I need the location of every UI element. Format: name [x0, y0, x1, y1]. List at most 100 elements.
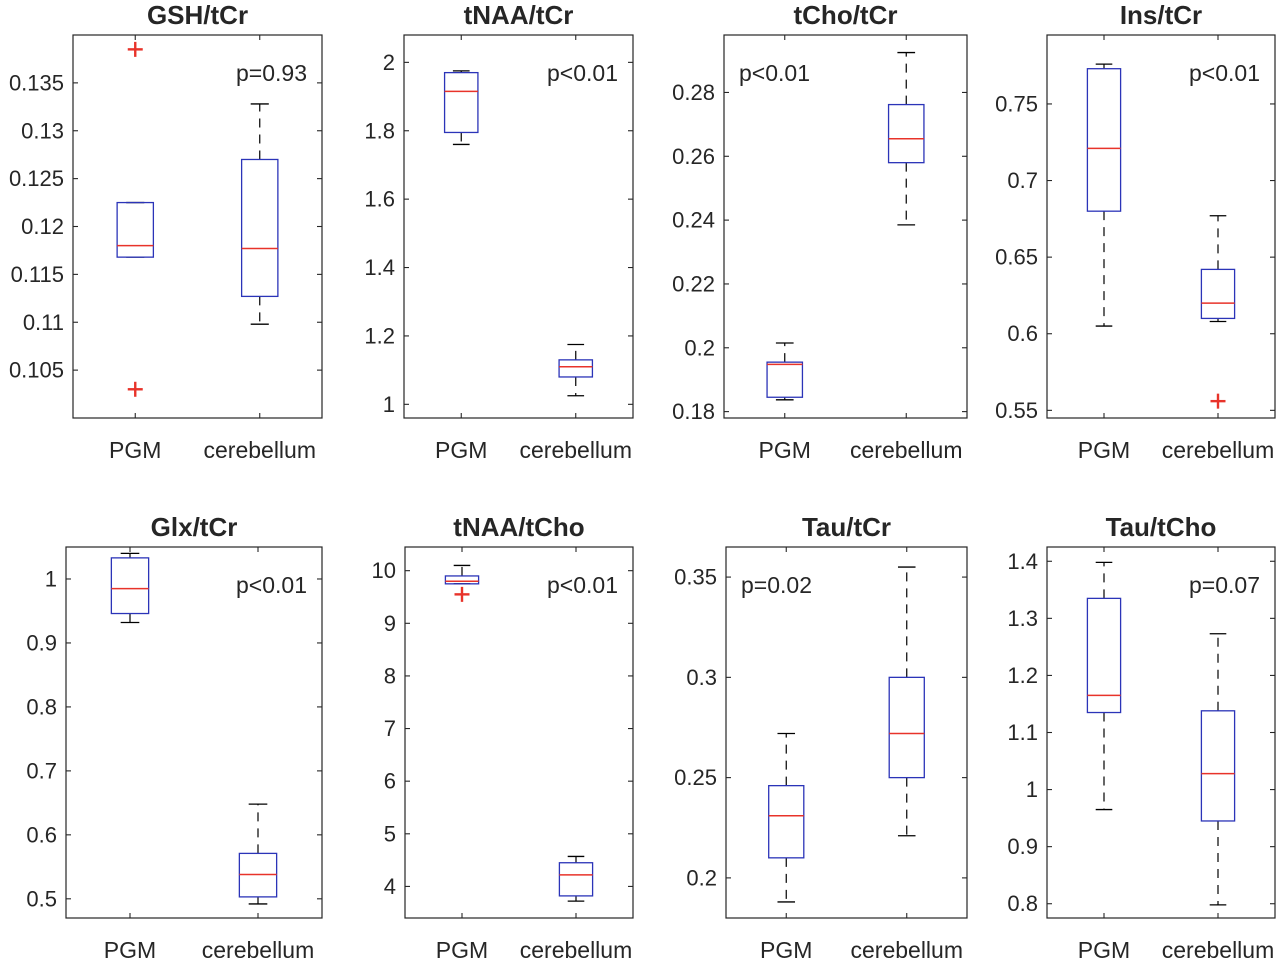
panel-1: GSH/tCr 0.105 0.11 0.115 0.12 0.125 0.13 0.135 P… [9, 0, 323, 463]
box-cerebellum [238, 803, 278, 905]
y-tick-label: 0.25 [674, 765, 717, 790]
outlier-marker [454, 586, 470, 602]
y-tick-label: 4 [384, 874, 396, 899]
panel-title: Ins/tCr [1120, 0, 1202, 30]
x-category-label: cerebellum [204, 437, 317, 463]
y-tick-label: 0.18 [672, 399, 715, 424]
x-category-label: PGM [760, 937, 812, 960]
y-tick-label: 1 [383, 392, 395, 417]
axes-frame [72, 34, 323, 419]
axes-frame [723, 34, 968, 419]
y-tick-label: 0.6 [1007, 321, 1038, 346]
p-value-annotation: p<0.01 [547, 572, 618, 598]
y-tick-label: 0.28 [672, 80, 715, 105]
box-cerebellum [240, 103, 279, 325]
box-PGM [110, 552, 150, 624]
outlier-marker [127, 381, 143, 397]
panel-4: Ins/tCr 0.55 0.6 0.65 0.7 0.75 PGM cerebellum p<… [995, 0, 1276, 463]
x-category-label: cerebellum [1162, 437, 1275, 463]
panel-8: Tau/tCho 0.8 0.9 1 1.1 1.2 1.3 1.4 PGM cerebellum… [1007, 512, 1276, 960]
x-category-label: PGM [109, 437, 161, 463]
panel-title: GSH/tCr [147, 0, 248, 30]
iqr-box [1086, 597, 1122, 714]
y-tick-label: 1.8 [364, 118, 395, 143]
y-tick-label: 0.26 [672, 144, 715, 169]
x-category-label: PGM [435, 437, 487, 463]
box-PGM [444, 564, 480, 602]
y-tick-label: 1 [1026, 777, 1038, 802]
x-category-label: PGM [1078, 437, 1130, 463]
p-value-annotation: p<0.01 [1189, 60, 1260, 86]
outlier-marker [127, 41, 143, 57]
box-cerebellum [558, 343, 594, 397]
x-category-label: PGM [104, 937, 156, 960]
y-tick-label: 0.75 [995, 91, 1038, 116]
panel-title: tNAA/tCr [464, 0, 574, 30]
x-category-label: PGM [1078, 937, 1130, 960]
y-tick-label: 6 [384, 769, 396, 794]
y-tick-label: 10 [372, 558, 396, 583]
y-tick-label: 1.4 [364, 255, 395, 280]
panel-6: tNAA/tCho 4 5 6 7 8 9 10 PGM cerebellum p<0.01 [372, 512, 634, 960]
axes-frame [725, 546, 968, 919]
panel-2: tNAA/tCr 1 1.2 1.4 1.6 1.8 2 PGM cerebellum p<0.0… [364, 0, 634, 463]
y-tick-label: 0.11 [23, 310, 64, 335]
p-value-annotation: p<0.01 [739, 60, 810, 86]
y-tick-label: 0.24 [672, 208, 715, 233]
y-tick-label: 0.8 [26, 694, 57, 719]
iqr-box [116, 201, 155, 258]
x-category-label: cerebellum [851, 937, 964, 960]
iqr-box [888, 676, 925, 779]
y-tick-label: 1.4 [1007, 549, 1038, 574]
y-tick-label: 0.3 [686, 665, 717, 690]
x-category-label: PGM [759, 437, 811, 463]
y-tick-label: 1.2 [364, 323, 395, 348]
y-tick-label: 2 [383, 50, 395, 75]
iqr-box [1086, 68, 1122, 212]
y-tick-label: 0.12 [21, 214, 64, 239]
y-tick-label: 0.13 [21, 118, 64, 143]
box-PGM [443, 70, 479, 146]
y-tick-label: 9 [384, 611, 396, 636]
x-category-label: cerebellum [520, 937, 633, 960]
x-category-label: cerebellum [850, 437, 963, 463]
x-category-label: cerebellum [520, 437, 633, 463]
box-cerebellum [888, 566, 925, 837]
y-tick-label: 0.65 [995, 245, 1038, 270]
y-tick-label: 0.55 [995, 398, 1038, 423]
y-tick-label: 0.8 [1007, 891, 1038, 916]
iqr-box [1200, 268, 1236, 320]
y-tick-label: 1.3 [1007, 606, 1038, 631]
p-value-annotation: p<0.01 [547, 60, 618, 86]
x-category-label: cerebellum [1162, 937, 1275, 960]
panel-title: tNAA/tCho [453, 512, 584, 542]
y-tick-label: 0.2 [686, 865, 717, 890]
iqr-box [1200, 710, 1236, 822]
panel-title: tCho/tCr [794, 0, 898, 30]
iqr-box [110, 557, 150, 615]
axes-frame [65, 546, 323, 919]
y-tick-label: 0.22 [672, 271, 715, 296]
iqr-box [766, 361, 804, 398]
iqr-box [444, 575, 480, 585]
box-cerebellum [558, 855, 594, 902]
iqr-box [558, 359, 594, 378]
panel-3: tCho/tCr 0.18 0.2 0.22 0.24 0.26 0.28 PGM cerebe… [672, 0, 968, 463]
y-tick-label: 5 [384, 821, 396, 846]
panel-5: Glx/tCr 0.5 0.6 0.7 0.8 0.9 1 PGM cerebellum p<0.… [26, 512, 323, 960]
y-tick-label: 0.115 [11, 262, 64, 287]
y-tick-label: 8 [384, 663, 396, 688]
y-tick-label: 0.7 [26, 758, 57, 783]
box-PGM [766, 342, 804, 401]
panel-7: Tau/tCr 0.2 0.25 0.3 0.35 PGM cerebellum p=0.02 [674, 512, 968, 960]
panel-title: Tau/tCho [1106, 512, 1217, 542]
y-tick-label: 7 [384, 716, 396, 741]
y-tick-label: 0.9 [1007, 834, 1038, 859]
y-tick-label: 0.6 [26, 822, 57, 847]
p-value-annotation: p=0.93 [236, 60, 307, 86]
box-cerebellum [1200, 633, 1236, 906]
x-category-label: PGM [436, 937, 488, 960]
y-tick-label: 0.5 [26, 886, 57, 911]
y-tick-label: 1.2 [1007, 663, 1038, 688]
